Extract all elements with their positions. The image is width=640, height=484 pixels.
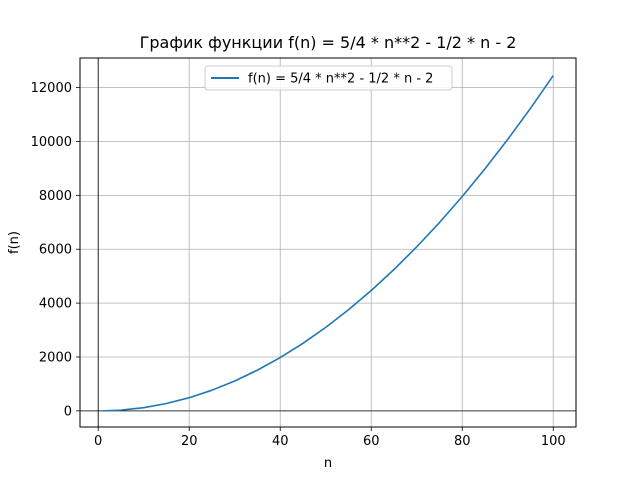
x-axis-label: n — [324, 456, 332, 471]
series-line — [102, 75, 554, 412]
y-axis-label: f(n) — [7, 231, 22, 254]
legend: f(n) = 5/4 * n**2 - 1/2 * n - 2 — [204, 65, 453, 91]
y-tick-label: 8000 — [39, 189, 72, 204]
x-tick-label: 80 — [454, 434, 471, 449]
y-tick-label: 10000 — [31, 135, 72, 150]
legend-label: f(n) = 5/4 * n**2 - 1/2 * n - 2 — [248, 72, 433, 87]
x-tick-label: 40 — [272, 434, 289, 449]
x-tick-label: 0 — [94, 434, 102, 449]
zero-lines — [80, 58, 576, 427]
y-tick-label: 4000 — [39, 297, 72, 312]
y-tick-label: 2000 — [39, 350, 72, 365]
x-tick-label: 60 — [363, 434, 380, 449]
x-tick-label: 100 — [541, 434, 566, 449]
legend-box — [204, 65, 453, 91]
y-tick-label: 0 — [64, 404, 72, 419]
x-tick-label: 20 — [181, 434, 198, 449]
chart-title: График функции f(n) = 5/4 * n**2 - 1/2 *… — [140, 33, 517, 52]
series-layer — [102, 75, 554, 412]
y-tick-label: 12000 — [31, 81, 72, 96]
grid — [80, 58, 576, 427]
y-tick-label: 6000 — [39, 243, 72, 258]
axes-frame — [79, 57, 577, 428]
x-ticks: 0 20 40 60 80 100 — [94, 427, 566, 449]
y-ticks: 0 2000 4000 6000 8000 10000 12000 — [31, 81, 80, 419]
